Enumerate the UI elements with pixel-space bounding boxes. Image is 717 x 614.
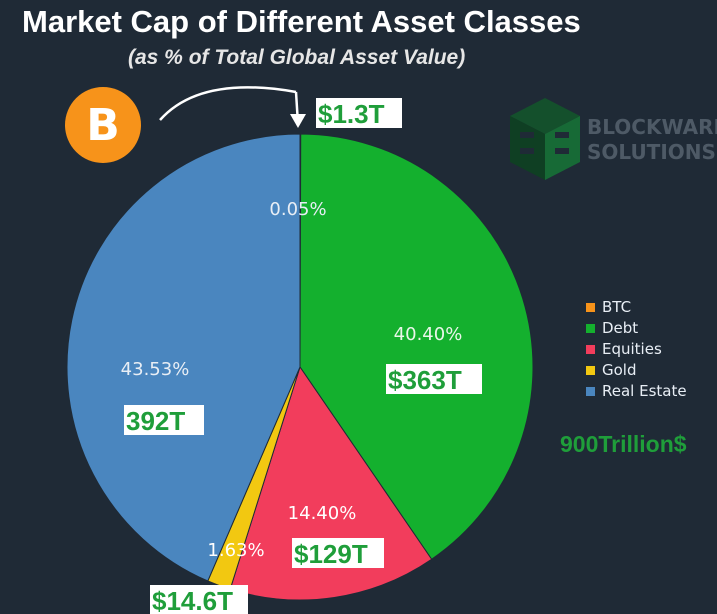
bitcoin-coin-icon: B [65, 87, 141, 163]
legend-swatch-debt [586, 324, 595, 333]
legend-label-debt: Debt [602, 319, 638, 337]
legend-swatch-gold [586, 366, 595, 375]
pie-slice-debt [299, 133, 534, 560]
legend-swatch-real-estate [586, 387, 595, 396]
pct-label-real-estate: 43.53% [121, 359, 190, 380]
total-annotation: 900Trillion$ [560, 431, 687, 457]
callout-real-estate: 392T [124, 405, 204, 436]
curved-arrow-icon [159, 86, 306, 128]
pct-label-debt: 40.40% [394, 324, 463, 345]
callout-btc-text: $1.3T [318, 99, 385, 129]
brand-line2: SOLUTIONS [587, 140, 716, 164]
legend-label-gold: Gold [602, 361, 637, 379]
brand-line1: BLOCKWARE [587, 115, 717, 139]
callout-debt: $363T [386, 364, 482, 395]
pct-label-btc: 0.05% [269, 199, 326, 220]
pie-slice-real-estate [66, 133, 301, 582]
chart-subtitle: (as % of Total Global Asset Value) [128, 46, 465, 69]
pct-label-equities: 14.40% [288, 503, 357, 524]
callout-gold-text: $14.6T [152, 586, 233, 614]
callout-equities: $129T [292, 538, 384, 569]
legend-label-real-estate: Real Estate [602, 382, 687, 400]
callout-gold: $14.6T [150, 585, 248, 614]
blockware-cube-icon [510, 98, 580, 180]
pct-label-gold: 1.63% [207, 540, 264, 561]
callout-debt-text: $363T [388, 365, 462, 395]
legend-swatch-btc [586, 303, 595, 312]
callout-equities-text: $129T [294, 539, 368, 569]
legend-swatch-equities [586, 345, 595, 354]
chart-title: Market Cap of Different Asset Classes [22, 4, 581, 39]
callout-btc: $1.3T [316, 98, 402, 129]
bitcoin-symbol: B [86, 100, 120, 151]
legend-label-btc: BTC [602, 298, 631, 316]
legend-label-equities: Equities [602, 340, 662, 358]
legend: BTC Debt Equities Gold Real Estate [586, 298, 687, 400]
callout-real-estate-text: 392T [126, 406, 185, 436]
